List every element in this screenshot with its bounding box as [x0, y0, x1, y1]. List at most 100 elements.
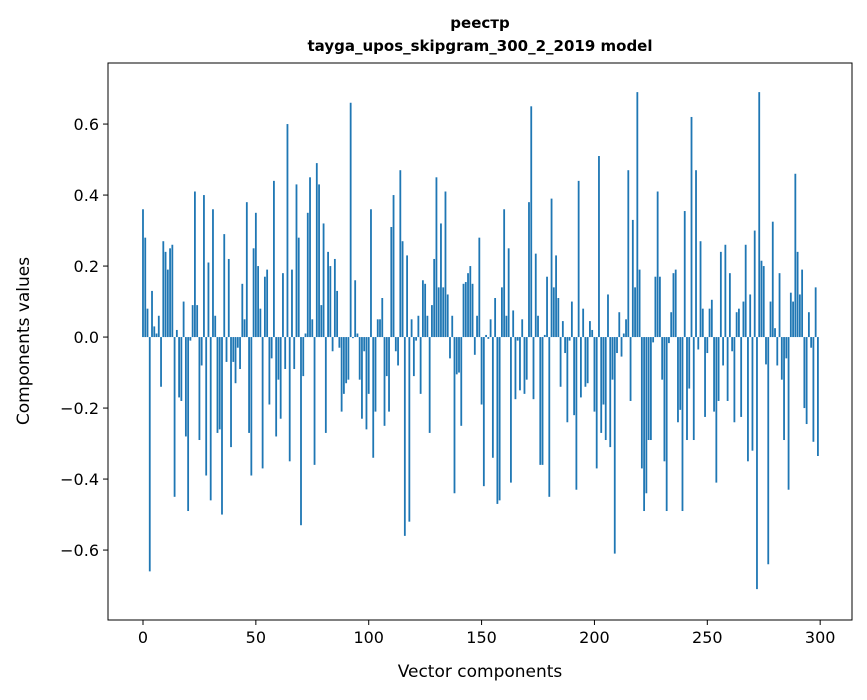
bar [302, 337, 305, 377]
bar [769, 301, 772, 338]
bar [602, 337, 605, 405]
bar [225, 337, 228, 362]
bar [724, 244, 727, 338]
bar [263, 276, 266, 338]
bar [318, 184, 320, 338]
bar [218, 337, 221, 430]
bar [663, 337, 666, 462]
bar [726, 337, 729, 401]
bar [431, 305, 433, 338]
bar [385, 337, 388, 377]
bar [731, 337, 734, 352]
bar [677, 337, 679, 423]
x-tick-label: 150 [466, 628, 497, 647]
bar [514, 337, 517, 400]
bar [738, 308, 740, 338]
bar [300, 337, 302, 526]
bar [467, 273, 469, 338]
bar [747, 337, 749, 462]
bar [539, 337, 542, 465]
chart-subtitle: tayga_upos_skipgram_300_2_2019 model [308, 37, 653, 55]
bar [166, 269, 169, 338]
bar [498, 337, 501, 501]
bar [672, 273, 675, 338]
bar [230, 337, 232, 448]
bar [358, 337, 361, 380]
bar [184, 337, 187, 437]
bar [625, 319, 627, 338]
bar [803, 337, 806, 409]
bar [557, 298, 560, 338]
bar [408, 337, 411, 522]
bar [756, 337, 758, 590]
bar [798, 294, 801, 338]
bar [191, 305, 194, 338]
bar [144, 237, 147, 338]
bar [516, 337, 519, 341]
bar [291, 269, 293, 338]
bar [426, 315, 429, 338]
bar [728, 273, 731, 338]
bar [552, 287, 555, 338]
bar [654, 276, 657, 338]
bar [214, 315, 217, 338]
bar [801, 269, 804, 338]
bar [523, 337, 526, 394]
bar [812, 337, 815, 442]
bar [417, 315, 420, 338]
bar [433, 258, 436, 338]
bar [241, 283, 244, 338]
bar [469, 266, 472, 338]
bar [573, 337, 576, 416]
bar [460, 337, 463, 426]
bar [749, 294, 752, 338]
bar [282, 273, 284, 338]
bars-group [142, 92, 819, 590]
bar [286, 124, 289, 338]
bar [275, 337, 278, 437]
bar [740, 337, 743, 417]
bar [647, 337, 650, 441]
bar [372, 337, 375, 458]
bar [403, 337, 406, 536]
bar [354, 280, 357, 338]
bar [440, 223, 442, 338]
bar [783, 337, 785, 441]
bar [388, 337, 390, 412]
bar [613, 337, 616, 554]
bar [546, 276, 548, 338]
bar [507, 248, 510, 338]
y-tick-label: −0.6 [60, 541, 99, 560]
bar [810, 337, 813, 348]
bar [187, 337, 190, 512]
bar [719, 251, 722, 338]
bar [704, 337, 706, 417]
bar [668, 337, 670, 344]
bar [381, 298, 384, 338]
bar [347, 337, 350, 380]
bar [482, 337, 485, 487]
bar [683, 211, 686, 338]
bar [805, 337, 808, 425]
bar [455, 337, 458, 375]
bar [232, 337, 235, 362]
bar [692, 337, 695, 441]
bar [697, 337, 700, 350]
bar [449, 337, 451, 359]
bar [322, 223, 325, 338]
bar [609, 337, 612, 448]
bar [695, 170, 697, 338]
bar [710, 299, 713, 338]
bar [248, 337, 250, 433]
bar [600, 337, 603, 433]
bar [151, 290, 153, 338]
bar [690, 116, 693, 338]
bar [189, 337, 192, 341]
bar [708, 308, 711, 338]
bar [227, 258, 230, 338]
bar [534, 253, 537, 338]
bar [331, 337, 334, 352]
bar [446, 294, 449, 338]
bar [379, 319, 381, 338]
bar [530, 106, 533, 338]
